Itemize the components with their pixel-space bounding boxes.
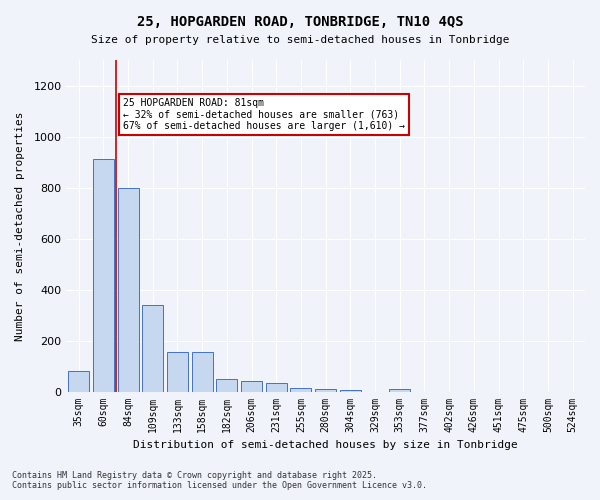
Bar [167, 352, 188, 392]
Bar [389, 389, 410, 392]
Y-axis label: Number of semi-detached properties: Number of semi-detached properties [15, 111, 25, 340]
Bar [118, 188, 139, 392]
Bar [93, 160, 114, 392]
Bar [142, 305, 163, 392]
Text: Size of property relative to semi-detached houses in Tonbridge: Size of property relative to semi-detach… [91, 35, 509, 45]
Text: Contains HM Land Registry data © Crown copyright and database right 2025.
Contai: Contains HM Land Registry data © Crown c… [12, 470, 427, 490]
Bar [191, 352, 212, 392]
Bar [340, 390, 361, 392]
X-axis label: Distribution of semi-detached houses by size in Tonbridge: Distribution of semi-detached houses by … [133, 440, 518, 450]
Bar [315, 389, 336, 392]
Bar [290, 388, 311, 392]
Bar [68, 371, 89, 392]
Text: 25, HOPGARDEN ROAD, TONBRIDGE, TN10 4QS: 25, HOPGARDEN ROAD, TONBRIDGE, TN10 4QS [137, 15, 463, 29]
Bar [241, 382, 262, 392]
Bar [266, 382, 287, 392]
Bar [217, 379, 238, 392]
Text: 25 HOPGARDEN ROAD: 81sqm
← 32% of semi-detached houses are smaller (763)
67% of : 25 HOPGARDEN ROAD: 81sqm ← 32% of semi-d… [123, 98, 405, 132]
